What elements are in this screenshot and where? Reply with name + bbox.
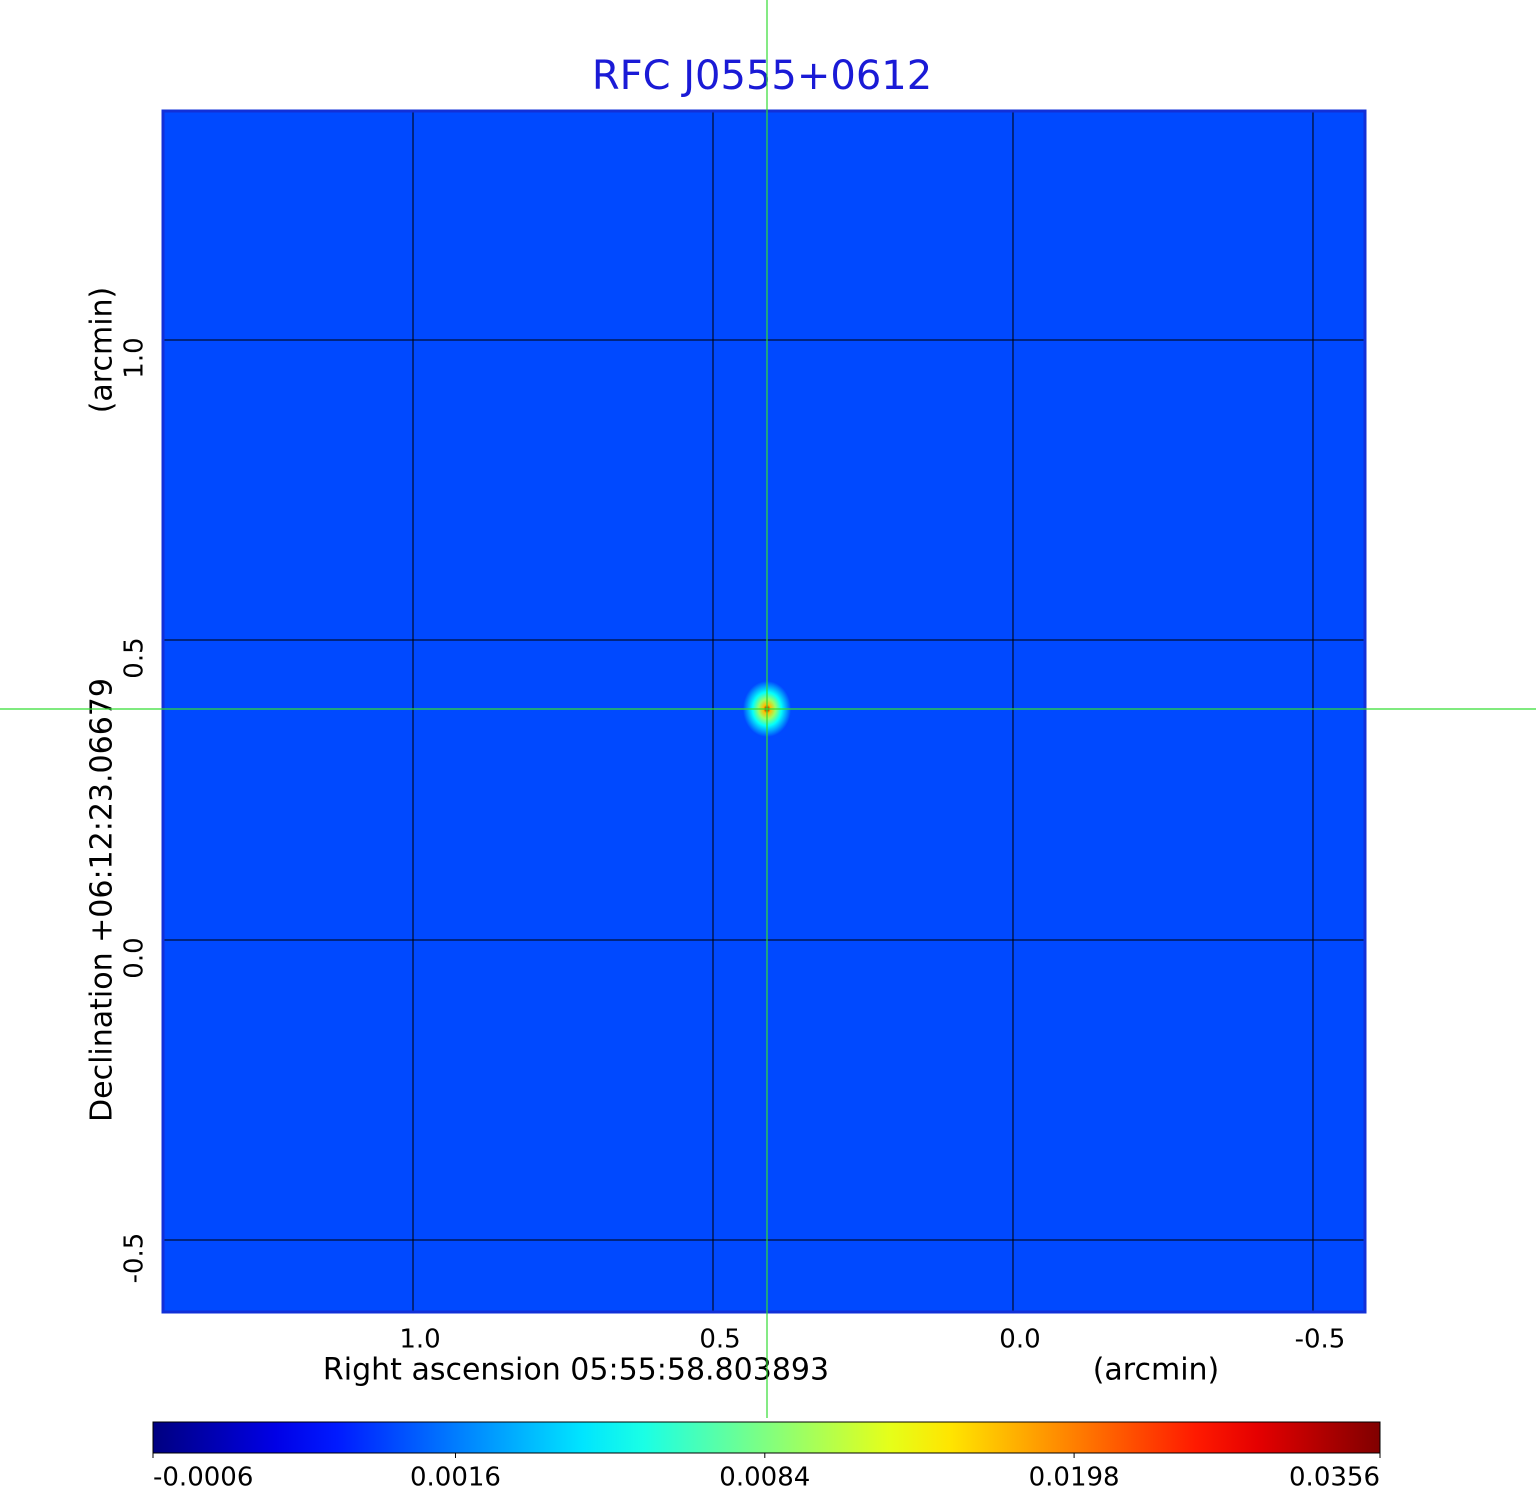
y-tick-label: 0.5 xyxy=(120,637,150,678)
colorbar-tick-label: 0.0356 xyxy=(1289,1463,1380,1493)
y-tick-label: -0.5 xyxy=(120,1233,150,1284)
y-axis-label: Declination +06:12:23.06679 xyxy=(85,678,120,1122)
x-tick-label: 0.0 xyxy=(999,1325,1040,1355)
x-tick-label: 0.5 xyxy=(699,1325,740,1355)
colorbar-tick-label: 0.0198 xyxy=(1029,1463,1120,1493)
y-tick-label: 1.0 xyxy=(120,337,150,378)
chart-title: RFC J0555+0612 xyxy=(592,53,932,99)
y-axis-unit: (arcmin) xyxy=(85,287,120,414)
x-tick-label: -0.5 xyxy=(1295,1325,1346,1355)
x-axis-label: Right ascension 05:55:58.803893 xyxy=(323,1353,829,1388)
colorbar xyxy=(152,1421,1381,1454)
colorbar-tick-label: 0.0084 xyxy=(719,1463,810,1493)
colorbar-tick-label: -0.0006 xyxy=(153,1463,253,1493)
y-tick-label: 0.0 xyxy=(120,937,150,978)
x-tick-label: 1.0 xyxy=(399,1325,440,1355)
colorbar-tick-label: 0.0016 xyxy=(410,1463,501,1493)
x-axis-unit: (arcmin) xyxy=(1093,1353,1220,1388)
plot-frame xyxy=(161,109,1367,1314)
